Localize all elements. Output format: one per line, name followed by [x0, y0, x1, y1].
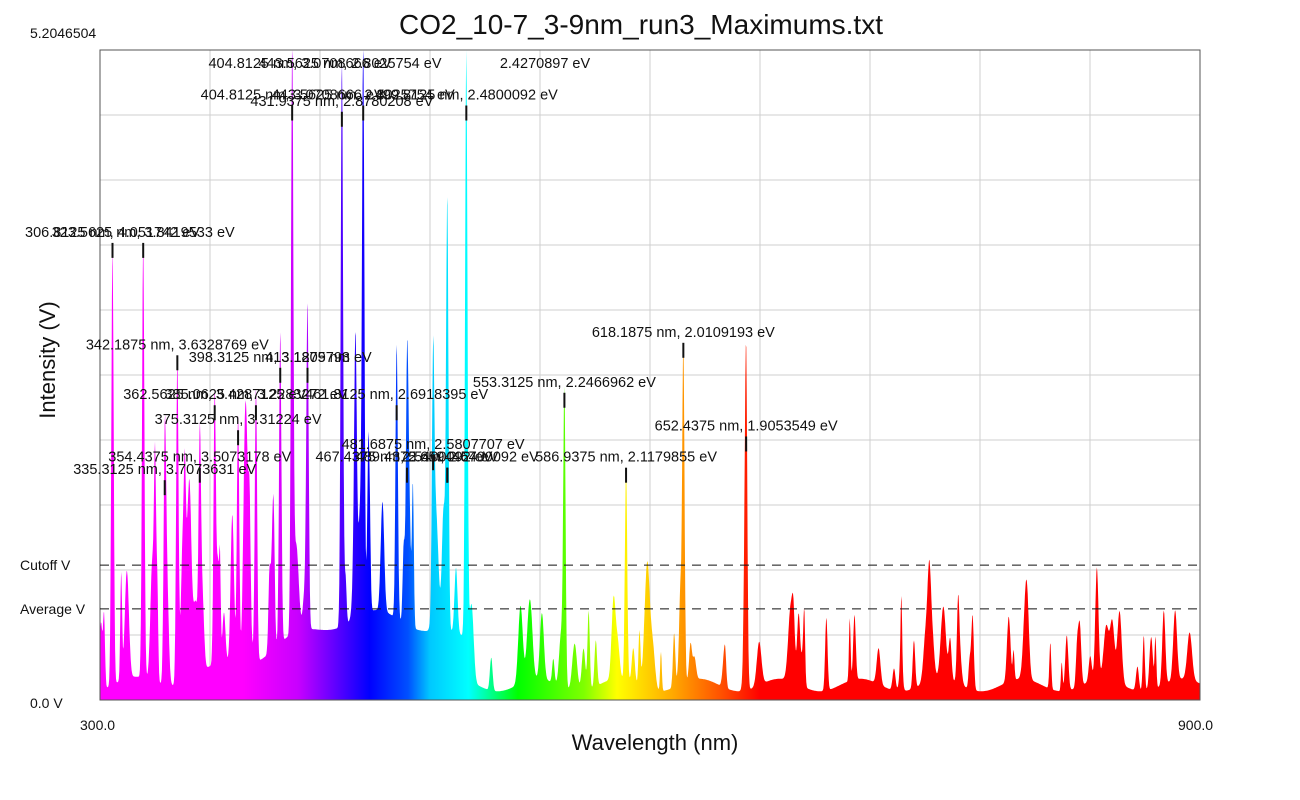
x-axis-label: Wavelength (nm): [572, 730, 739, 755]
chart-title: CO2_10-7_3-9nm_run3_Maximums.txt: [399, 9, 883, 40]
x-tick-min: 300.0: [80, 717, 115, 733]
peak-label: 404.8125 nm, 3.0708666 eV: [208, 56, 391, 72]
plot-frame: [99, 49, 1201, 701]
peak-label: 431.9375 nm, 2.8780208 eV: [250, 94, 433, 110]
peak-label: 323.5625 nm, 3.8419533 eV: [52, 225, 235, 241]
peak-label: 354.4375 nm, 3.5073178 eV: [108, 450, 291, 466]
peak-label: 467.4375 nm, 2.6594467 eV: [315, 450, 498, 466]
peak-label: 553.3125 nm, 2.2466962 eV: [473, 375, 656, 391]
peak-label: 481.6875 nm, 2.5807707 eV: [342, 437, 525, 453]
peak-label: 2.4270897 eV: [500, 56, 591, 72]
peak-label: 461.8125 nm, 2.6918395 eV: [305, 387, 488, 403]
x-tick-max: 900.0: [1178, 717, 1213, 733]
peak-label: 306.8125 nm, 4.051742 eV: [25, 225, 200, 241]
peak-label: 375.3125 nm, 3.31224 eV: [155, 412, 322, 428]
peak-label: 362.5625 nm, 3.4287125 eV: [123, 387, 306, 403]
peak-label: 404.8125 nm, 3.0708666 eV: [201, 88, 384, 104]
peak-label: 652.4375 nm, 1.9053549 eV: [655, 418, 838, 434]
peak-label: 499.8125 nm, 2.4800092 eV: [375, 88, 558, 104]
peak-label: 385.0625 nm, 3.2283272 eV: [164, 387, 347, 403]
y-axis-label: Intensity (V): [35, 301, 60, 418]
y-tick-max: 5.2046504: [30, 25, 96, 41]
peak-label: 586.9375 nm, 2.1179855 eV: [535, 450, 717, 466]
y-tick-min: 0.0 V: [30, 695, 63, 711]
reference-lines: Cutoff V Average V: [20, 557, 1200, 617]
peak-label: 413.1875 nm: [265, 350, 350, 366]
reference-line-label: Cutoff V: [20, 557, 71, 573]
peak-label: 335.3125 nm, 3.7073631 eV: [73, 462, 256, 478]
reference-line-label: Average V: [20, 601, 86, 617]
peak-label: 398.3125 nm, 3.1209793 eV: [189, 350, 372, 366]
peak-label: 443.5625 nm, 2.8025754 eV: [258, 56, 441, 72]
peak-label: 2.5400092 eV: [402, 450, 493, 466]
peak-label: 618.1875 nm, 2.0109193 eV: [592, 325, 775, 341]
peak-label: 342.1875 nm, 3.6328769 eV: [86, 337, 269, 353]
peak-label: 489.4375 nm, 2.5400092 eV: [356, 450, 539, 466]
peak-label: 443.5625 nm, 2.8025754 eV: [272, 88, 455, 104]
